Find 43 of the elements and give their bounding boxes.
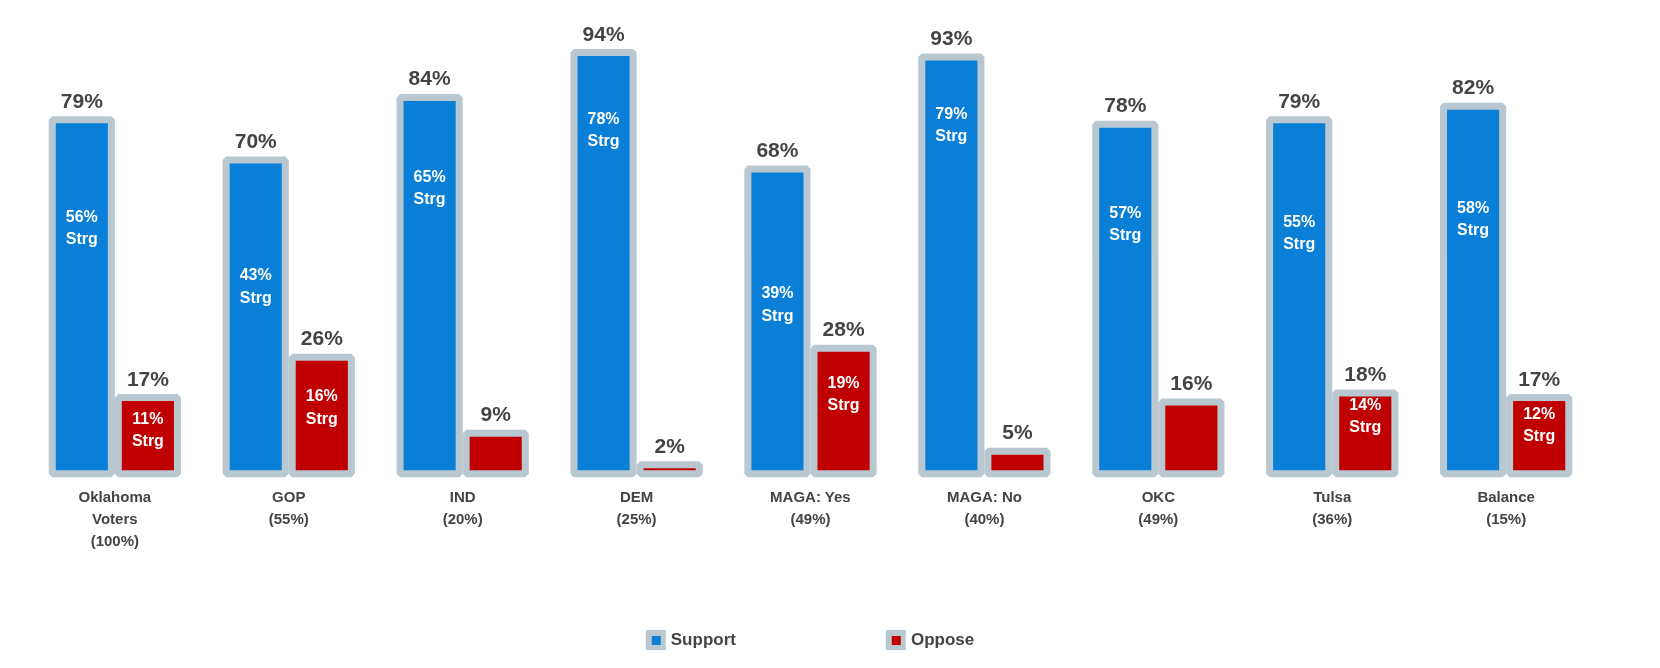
- data-label: 5%: [1002, 420, 1033, 444]
- x-tick-label: Tulsa (36%): [1312, 487, 1353, 527]
- annotation: 11% Strg: [131, 409, 164, 449]
- annotation: 56% Strg: [65, 208, 98, 248]
- data-label: 84%: [408, 66, 451, 90]
- annotation: 14% Strg: [1349, 396, 1382, 436]
- x-tick-label: MAGA: No (40%): [946, 487, 1022, 527]
- x-tick-label: MAGA: Yes (49%): [770, 487, 851, 527]
- x-tick-label: Oklahoma Voters (100%): [78, 487, 152, 549]
- data-label: 17%: [126, 366, 170, 390]
- data-label: 70%: [234, 129, 278, 153]
- data-label: 79%: [1278, 88, 1321, 112]
- annotation: 58% Strg: [1457, 199, 1490, 239]
- annotation: 39% Strg: [761, 284, 794, 324]
- data-label: 16%: [1170, 370, 1213, 394]
- annotation: 19% Strg: [827, 374, 860, 414]
- x-tick-label: DEM (25%): [616, 487, 657, 527]
- x-tick-label: GOP (55%): [268, 487, 309, 527]
- data-label: 2%: [654, 433, 686, 457]
- annotation: 43% Strg: [239, 266, 272, 306]
- annotation: 79% Strg: [935, 105, 968, 145]
- data-label: 94%: [582, 21, 625, 45]
- data-label: 9%: [480, 402, 512, 426]
- annotation: 12% Strg: [1523, 405, 1556, 445]
- data-label: 78%: [1104, 93, 1147, 117]
- data-label: 93%: [930, 26, 973, 50]
- data-label: 68%: [756, 138, 799, 162]
- x-tick-label: OKC (49%): [1138, 487, 1179, 527]
- annotation: 55% Strg: [1283, 212, 1316, 252]
- legend-label: Oppose: [910, 630, 975, 650]
- annotation: 57% Strg: [1109, 203, 1142, 243]
- x-tick-label: Balance (15%): [1477, 487, 1535, 527]
- annotation: 78% Strg: [587, 109, 620, 149]
- data-label: 26%: [300, 326, 344, 350]
- data-label: 18%: [1344, 362, 1387, 386]
- x-tick-label: IND (20%): [442, 487, 483, 527]
- data-label: 79%: [60, 88, 104, 112]
- annotation: 65% Strg: [413, 167, 446, 208]
- annotation: 16% Strg: [305, 387, 338, 427]
- data-label: 28%: [822, 317, 865, 341]
- legend-label: Support: [670, 630, 736, 650]
- data-label: 17%: [1518, 366, 1561, 390]
- data-label: 82%: [1452, 75, 1495, 99]
